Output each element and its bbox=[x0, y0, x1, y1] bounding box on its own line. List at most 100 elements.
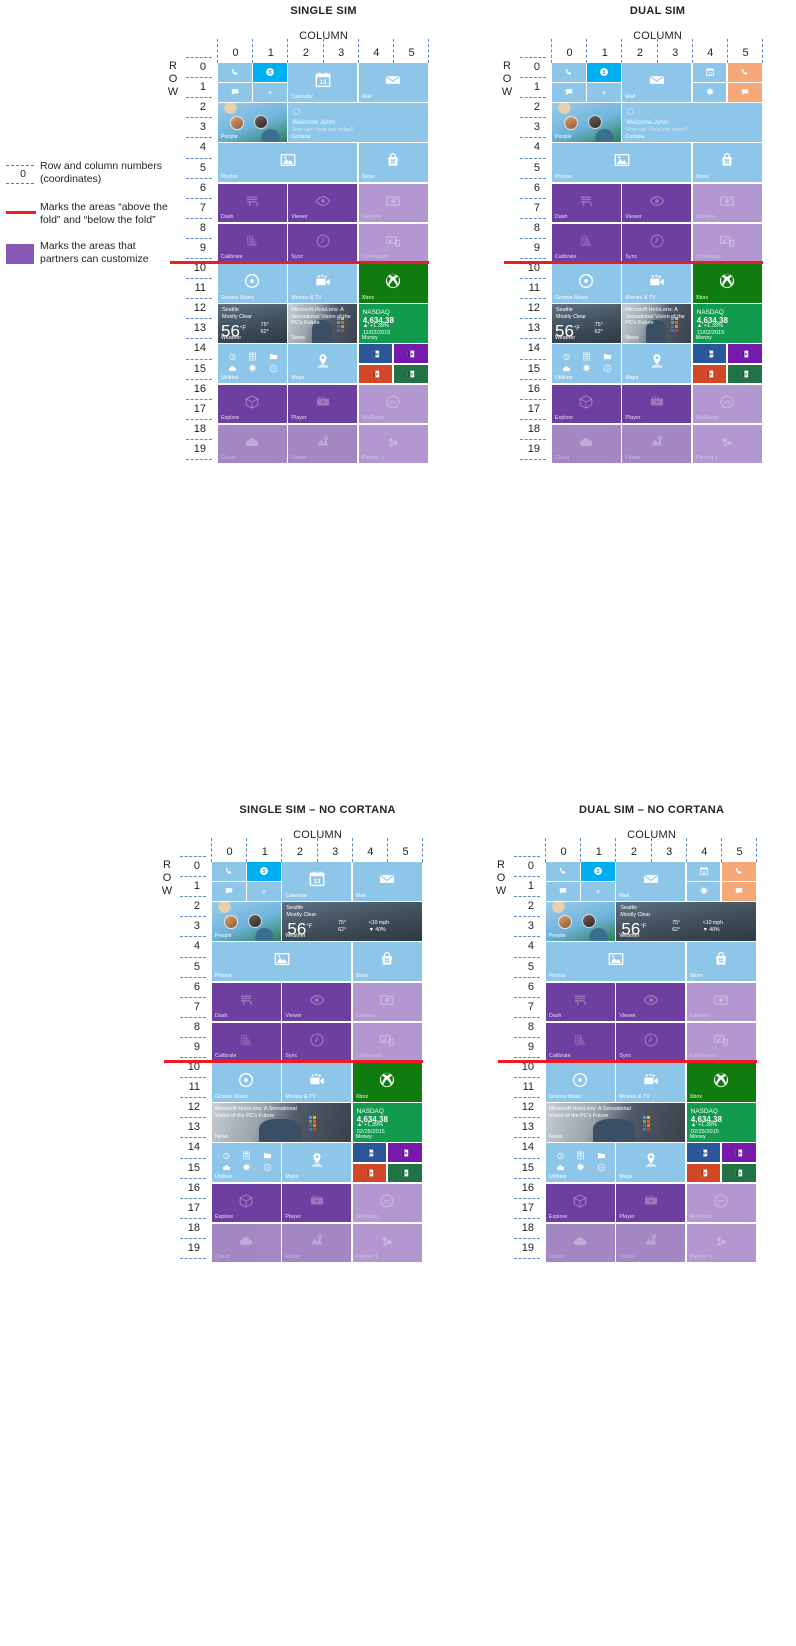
tile-finder[interactable]: Finder bbox=[282, 1223, 352, 1263]
tile-calendar[interactable]: 13 Calendar bbox=[288, 63, 358, 102]
tile-finder[interactable]: Finder bbox=[616, 1223, 686, 1263]
tile-edge[interactable]: e bbox=[587, 83, 621, 102]
tile-partner-last[interactable]: Partner 1 bbox=[686, 1223, 756, 1263]
tile-photos[interactable]: Photos bbox=[212, 942, 352, 981]
tile-utilities[interactable]: ? Utilities bbox=[212, 1143, 281, 1182]
tile-mail[interactable]: Mail bbox=[616, 862, 686, 901]
tile-onenote[interactable]: N bbox=[722, 1143, 756, 1162]
tile-player[interactable]: Player bbox=[622, 384, 692, 424]
tile-camera[interactable]: Camera bbox=[686, 982, 756, 1022]
tile-phone[interactable] bbox=[552, 63, 586, 82]
tile-cloud[interactable]: Cloud bbox=[218, 424, 287, 464]
tile-news[interactable]: Microsoft HoloLens: A Sensational Vision… bbox=[288, 304, 358, 343]
tile-sync[interactable]: Sync bbox=[282, 1022, 352, 1062]
tile-dash[interactable]: Dash bbox=[212, 982, 281, 1022]
tile-skype[interactable]: S bbox=[581, 862, 615, 881]
tile-continuum[interactable]: Continuum bbox=[692, 223, 762, 263]
tile-mixradio[interactable]: MixRadio bbox=[352, 1183, 422, 1223]
tile-news[interactable]: Microsoft HoloLens: A Sensational Vision… bbox=[546, 1103, 686, 1142]
tile-phone[interactable] bbox=[218, 63, 252, 82]
tile-utilities[interactable]: ? Utilities bbox=[546, 1143, 615, 1182]
help-icon[interactable]: ? bbox=[603, 364, 612, 373]
tile-money[interactable]: NASDAQ 4,634.38 ▲ +1.39% 11/02/2015 Money bbox=[358, 304, 428, 343]
tile-calibrate[interactable]: Calibrate bbox=[546, 1022, 615, 1062]
tile-viewer[interactable]: Viewer bbox=[616, 982, 686, 1022]
cloud-icon[interactable] bbox=[222, 1163, 231, 1172]
tile-sync[interactable]: Sync bbox=[288, 223, 358, 263]
settings-icon[interactable] bbox=[576, 1163, 585, 1172]
alarm-icon[interactable] bbox=[228, 352, 237, 361]
tile-movies[interactable]: Movies & TV bbox=[622, 264, 692, 303]
tile-groove[interactable]: Groove Music bbox=[212, 1063, 281, 1102]
tile-onenote[interactable]: N bbox=[388, 1143, 422, 1162]
alarm-icon[interactable] bbox=[556, 1151, 565, 1160]
tile-edge[interactable]: e bbox=[581, 882, 615, 901]
tile-phone[interactable] bbox=[722, 862, 756, 881]
tile-phone[interactable] bbox=[728, 63, 762, 82]
tile-calibrate[interactable]: Calibrate bbox=[212, 1022, 281, 1062]
tile-groove[interactable]: Groove Music bbox=[218, 264, 287, 303]
tile-skype[interactable]: S bbox=[587, 63, 621, 82]
tile-dash[interactable]: Dash bbox=[546, 982, 615, 1022]
calculator-icon[interactable] bbox=[576, 1151, 585, 1160]
tile-weather[interactable]: Seattle Mostly Clear 56°F 75° 62° Weather bbox=[552, 304, 621, 343]
tile-onenote[interactable]: N bbox=[394, 344, 428, 363]
tile-excel[interactable]: X bbox=[388, 1163, 422, 1182]
tile-mixradio[interactable]: MixRadio bbox=[358, 384, 428, 424]
tile-calibrate[interactable]: Calibrate bbox=[552, 223, 621, 263]
help-icon[interactable]: ? bbox=[269, 364, 278, 373]
tile-messaging[interactable] bbox=[728, 83, 762, 102]
calculator-icon[interactable] bbox=[582, 352, 591, 361]
tile-calibrate[interactable]: Calibrate bbox=[218, 223, 287, 263]
tile-weather[interactable]: Seattle Mostly Clear 56°F 75° 62° Weather bbox=[218, 304, 287, 343]
tile-xbox[interactable]: Xbox bbox=[358, 264, 428, 303]
tile-people[interactable]: People bbox=[218, 103, 287, 142]
alarm-icon[interactable] bbox=[222, 1151, 231, 1160]
tile-photos[interactable]: Photos bbox=[218, 143, 358, 182]
tile-mail[interactable]: Mail bbox=[622, 63, 692, 102]
tile-cloud[interactable]: Cloud bbox=[552, 424, 621, 464]
settings-icon[interactable] bbox=[248, 364, 257, 373]
tile-cortana[interactable]: Welcome John! How can I help you today? Co… bbox=[622, 103, 762, 142]
help-icon[interactable]: ? bbox=[263, 1163, 272, 1172]
tile-edge[interactable]: e bbox=[253, 83, 287, 102]
tile-word[interactable]: W bbox=[692, 344, 727, 363]
tile-movies[interactable]: Movies & TV bbox=[282, 1063, 352, 1102]
tile-continuum[interactable]: Continuum bbox=[358, 223, 428, 263]
tile-cortana[interactable]: Welcome John! How can I help you today? Co… bbox=[288, 103, 428, 142]
alarm-icon[interactable] bbox=[562, 352, 571, 361]
tile-camera[interactable]: Camera bbox=[352, 982, 422, 1022]
help-icon[interactable]: ? bbox=[597, 1163, 606, 1172]
tile-explore[interactable]: Explore bbox=[218, 384, 287, 424]
tile-money[interactable]: NASDAQ 4,634.38 ▲ +1.39% 02/25/2015 Money bbox=[686, 1103, 756, 1142]
tile-utilities[interactable]: ? Utilities bbox=[552, 344, 621, 383]
folder-icon[interactable] bbox=[597, 1151, 606, 1160]
tile-photos[interactable]: Photos bbox=[546, 942, 686, 981]
tile-sync[interactable]: Sync bbox=[622, 223, 692, 263]
tile-messaging[interactable] bbox=[546, 882, 580, 901]
tile-people[interactable]: People bbox=[212, 902, 281, 941]
tile-messaging[interactable] bbox=[552, 83, 586, 102]
tile-viewer[interactable]: Viewer bbox=[622, 183, 692, 223]
tile-maps[interactable]: Maps bbox=[288, 344, 358, 383]
tile-player[interactable]: Player bbox=[282, 1183, 352, 1223]
tile-store[interactable]: Store bbox=[358, 143, 428, 182]
tile-money[interactable]: NASDAQ 4,634.38 ▲ +1.39% 11/02/2015 Money bbox=[692, 304, 762, 343]
tile-messaging[interactable] bbox=[722, 882, 756, 901]
tile-photos[interactable]: Photos bbox=[552, 143, 692, 182]
tile-groove[interactable]: Groove Music bbox=[546, 1063, 615, 1102]
tile-calendar[interactable]: 13 Calendar bbox=[282, 862, 352, 901]
tile-viewer[interactable]: Viewer bbox=[282, 982, 352, 1022]
folder-icon[interactable] bbox=[603, 352, 612, 361]
tile-people[interactable]: People bbox=[552, 103, 621, 142]
tile-groove[interactable]: Groove Music bbox=[552, 264, 621, 303]
tile-mail[interactable]: Mail bbox=[358, 63, 428, 102]
folder-icon[interactable] bbox=[263, 1151, 272, 1160]
tile-maps[interactable]: Maps bbox=[622, 344, 692, 383]
tile-messaging[interactable] bbox=[212, 882, 246, 901]
tile-calendar[interactable]: 11 bbox=[692, 63, 727, 82]
tile-continuum[interactable]: Continuum bbox=[686, 1022, 756, 1062]
tile-sync[interactable]: Sync bbox=[616, 1022, 686, 1062]
tile-excel[interactable]: X bbox=[722, 1163, 756, 1182]
tile-weather[interactable]: Seattle Mostly Clear 56°F 75° 62° <10 mph ▼ 40… bbox=[282, 902, 422, 941]
